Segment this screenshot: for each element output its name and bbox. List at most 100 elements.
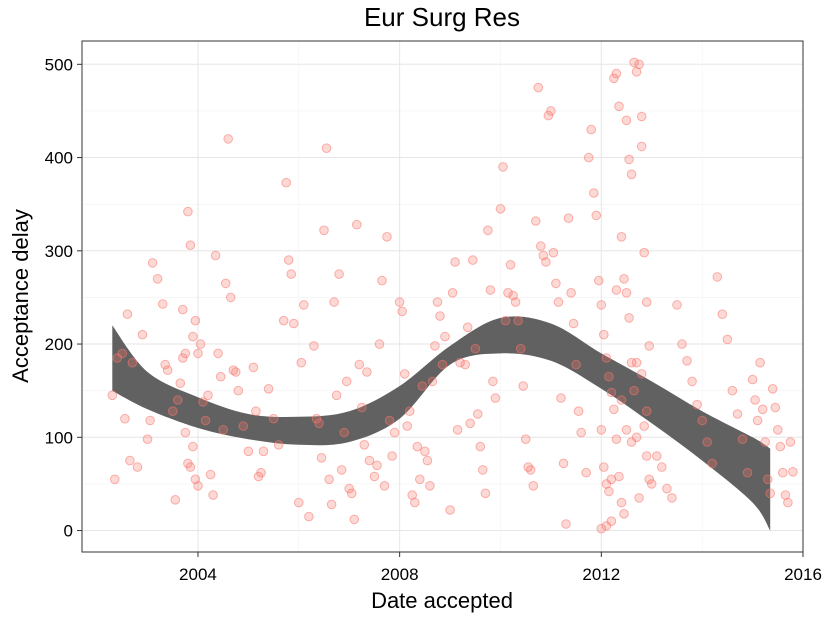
- data-point: [137, 329, 148, 340]
- data-point: [596, 523, 607, 534]
- data-point: [394, 297, 405, 307]
- data-point: [621, 288, 632, 298]
- data-point: [304, 511, 314, 522]
- data-point: [548, 247, 559, 258]
- data-point: [349, 514, 360, 525]
- x-axis-label: Date accepted: [371, 588, 513, 613]
- data-point: [415, 474, 425, 485]
- data-point: [478, 465, 488, 475]
- data-point: [417, 381, 428, 391]
- data-point: [210, 250, 221, 261]
- data-point: [561, 519, 571, 529]
- data-point: [788, 467, 798, 477]
- data-point: [447, 288, 458, 298]
- data-point: [248, 362, 259, 373]
- data-point: [157, 299, 168, 309]
- data-point: [188, 331, 198, 342]
- data-point: [518, 381, 529, 391]
- data-point: [389, 427, 400, 438]
- data-point: [629, 57, 639, 68]
- data-point: [717, 309, 728, 320]
- data-point: [644, 341, 655, 351]
- data-point: [120, 413, 130, 424]
- data-point: [286, 269, 297, 279]
- data-point: [488, 376, 498, 387]
- data-point: [132, 462, 143, 472]
- data-point: [427, 376, 438, 387]
- data-point: [606, 516, 617, 527]
- data-point: [468, 255, 478, 265]
- data-point: [503, 288, 513, 298]
- data-point: [354, 359, 365, 370]
- data-point: [631, 357, 642, 368]
- data-point: [639, 247, 650, 258]
- data-point: [220, 278, 231, 289]
- data-point: [599, 329, 609, 340]
- data-point: [596, 300, 607, 310]
- data-point: [765, 488, 776, 499]
- data-point: [195, 339, 206, 349]
- data-point: [379, 481, 390, 491]
- data-point: [662, 483, 672, 494]
- data-point: [641, 297, 652, 307]
- data-point: [626, 357, 637, 368]
- data-point: [152, 274, 163, 284]
- data-point: [225, 292, 236, 303]
- data-point: [707, 458, 718, 469]
- data-point: [281, 177, 292, 188]
- data-point: [609, 73, 619, 84]
- data-point: [374, 339, 385, 349]
- data-point: [634, 493, 644, 503]
- data-point: [147, 258, 158, 268]
- data-point: [329, 297, 339, 307]
- y-tick-label: 500: [45, 55, 73, 74]
- data-point: [737, 434, 748, 445]
- data-point: [611, 68, 622, 79]
- data-point: [215, 371, 226, 382]
- data-point: [722, 334, 733, 345]
- data-point: [399, 369, 410, 379]
- data-point: [183, 206, 193, 217]
- data-point: [397, 306, 408, 317]
- data-point: [188, 441, 198, 452]
- data-point: [624, 313, 634, 323]
- data-point: [566, 288, 576, 298]
- data-point: [785, 437, 796, 447]
- data-point: [268, 413, 279, 424]
- data-point: [233, 385, 244, 396]
- data-point: [783, 497, 793, 508]
- data-point: [614, 101, 624, 112]
- data-point: [712, 272, 723, 282]
- data-point: [604, 371, 614, 382]
- y-tick-label: 300: [45, 242, 73, 261]
- data-point: [616, 497, 627, 508]
- data-point: [636, 141, 647, 152]
- data-point: [377, 275, 387, 286]
- data-point: [624, 154, 634, 165]
- y-tick-label: 200: [45, 335, 73, 354]
- data-point: [770, 402, 781, 413]
- data-point: [644, 474, 655, 485]
- data-point: [359, 440, 370, 450]
- data-point: [505, 260, 516, 270]
- data-point: [586, 124, 597, 135]
- data-point: [641, 406, 652, 417]
- data-point: [727, 385, 738, 396]
- data-point: [558, 458, 569, 469]
- data-point: [581, 467, 592, 478]
- data-point: [223, 134, 233, 144]
- data-point: [372, 460, 382, 471]
- data-point: [473, 409, 483, 419]
- data-point: [626, 437, 637, 447]
- scatter-points: [107, 57, 798, 534]
- y-axis-label: Acceptance delay: [8, 209, 33, 383]
- data-point: [525, 465, 536, 475]
- data-point: [238, 421, 249, 431]
- data-point: [513, 315, 523, 326]
- data-point: [324, 474, 334, 485]
- data-point: [278, 315, 289, 326]
- data-point: [646, 479, 657, 489]
- data-point: [125, 455, 135, 466]
- data-point: [445, 505, 455, 515]
- data-point: [621, 115, 632, 126]
